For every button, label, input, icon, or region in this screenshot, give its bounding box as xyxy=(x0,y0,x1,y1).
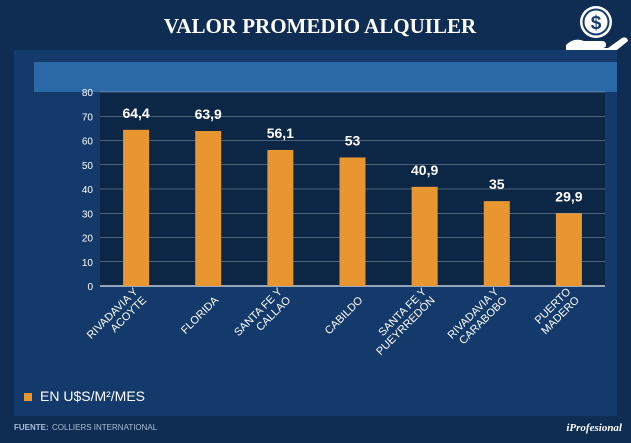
bar xyxy=(195,131,222,286)
bar-value-label: 64,4 xyxy=(122,105,149,121)
y-tick-label: 70 xyxy=(82,112,94,123)
bar xyxy=(483,201,510,286)
legend-label: EN U$S/M²/MES xyxy=(40,388,145,404)
bar-value-label: 63,9 xyxy=(195,106,222,122)
source-label: FUENTE: xyxy=(14,423,49,432)
bars xyxy=(123,129,582,286)
bar-value-label: 56,1 xyxy=(267,125,294,141)
y-tick-label: 80 xyxy=(82,88,94,99)
y-tick-label: 60 xyxy=(82,137,94,148)
bar-value-label: 53 xyxy=(345,132,361,148)
y-tick-label: 0 xyxy=(87,282,93,293)
bar-value-label: 40,9 xyxy=(411,162,438,178)
bar xyxy=(267,149,294,286)
bar xyxy=(555,213,582,286)
y-tick-label: 30 xyxy=(82,209,94,220)
bar-value-label: 29,9 xyxy=(555,188,582,204)
bar-value-label: 35 xyxy=(489,176,505,192)
panel-header-band xyxy=(34,62,617,92)
bar xyxy=(411,186,438,286)
bar xyxy=(123,129,150,286)
money-hand-icon: $ xyxy=(566,6,628,54)
legend-swatch xyxy=(24,393,32,401)
chart-title: VALOR PROMEDIO ALQUILER xyxy=(164,14,477,38)
y-tick-label: 50 xyxy=(82,161,94,172)
svg-text:$: $ xyxy=(591,13,602,34)
brand-logo: iProfesional xyxy=(566,422,623,434)
source-value: COLLIERS INTERNATIONAL xyxy=(52,423,158,432)
value-labels: 64,4 63,9 56,1 53 40,9 35 29,9 xyxy=(122,105,582,205)
y-axis: 0 10 20 30 40 50 60 70 80 xyxy=(82,88,94,293)
y-tick-label: 20 xyxy=(82,234,94,245)
bar xyxy=(339,157,366,286)
y-tick-label: 40 xyxy=(82,185,94,196)
y-tick-label: 10 xyxy=(82,258,94,269)
